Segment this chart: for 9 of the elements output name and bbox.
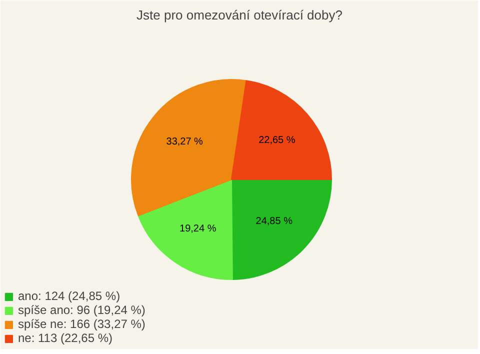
legend-label: ano: 124 (24,85 %) (18, 289, 120, 303)
data-label: 24,85 % (256, 216, 293, 228)
chart-title: Jste pro omezování otevírací doby? (136, 8, 342, 22)
legend-label: spíše ne: 166 (33,27 %) (18, 317, 146, 331)
legend-label: ne: 113 (22,65 %) (18, 331, 113, 345)
legend-label: spíše ano: 96 (19,24 %) (18, 303, 146, 317)
data-label: 19,24 % (180, 224, 216, 235)
data-label: 22,65 % (258, 134, 296, 146)
data-label: 33,27 % (166, 136, 204, 148)
